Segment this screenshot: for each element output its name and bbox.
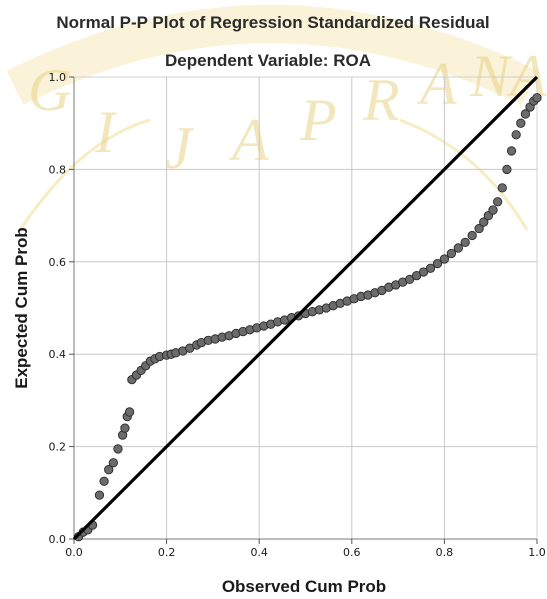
data-point [497,183,507,193]
watermark-left-curve [18,118,151,231]
data-point [439,254,450,264]
watermark-arc [6,5,539,106]
x-tick-label: 1.0 [528,546,546,559]
data-point [502,164,512,175]
chart-subtitle: Dependent Variable: ROA [165,51,371,70]
data-point [506,146,517,156]
data-point [479,217,489,227]
x-tick-label: 0.6 [343,546,361,559]
x-tick-label: 0.2 [158,546,176,559]
data-point [94,490,105,500]
chart-title: Normal P-P Plot of Regression Standardiz… [56,13,489,32]
data-point [99,476,109,486]
data-point [516,118,526,128]
x-tick-label: 0.8 [436,546,454,559]
data-point [432,258,443,269]
data-point [492,197,503,207]
data-point [460,237,470,248]
watermark-text: GI J A P R A NA [28,43,547,181]
data-point [124,407,135,417]
data-point [108,458,119,468]
x-axis-title: Observed Cum Prob [222,577,386,596]
reference-line-group [72,75,539,541]
data-point [488,205,498,215]
grid [74,77,537,539]
y-tick-label: 1.0 [49,71,67,84]
data-point [104,465,114,475]
watermark-right-curve [399,118,529,231]
data-point [520,109,531,119]
data-point [467,230,477,241]
y-tick-label: 0.2 [49,441,67,454]
y-tick-label: 0.0 [49,533,67,546]
y-tick-label: 0.4 [49,348,67,361]
data-point [453,243,463,253]
data-point [425,263,436,273]
watermark: GI J A P R A NA [6,5,547,231]
y-axis-title: Expected Cum Prob [12,227,31,389]
data-point [113,444,123,454]
axes [73,76,538,540]
x-tick-label: 0.4 [250,546,268,559]
data-point [511,130,521,140]
data-point [120,423,130,433]
data-point [532,93,542,103]
y-tick-label: 0.6 [49,256,67,269]
data-point [474,223,484,234]
data-point [446,248,456,259]
reference-line [72,75,539,541]
y-tick-label: 0.8 [49,163,67,176]
x-tick-label: 0.0 [65,546,83,559]
tick-labels: 0.0 0.2 0.4 0.6 0.8 1.0 0.0 0.2 0.4 0.6 0.8 1.0 [49,71,546,559]
